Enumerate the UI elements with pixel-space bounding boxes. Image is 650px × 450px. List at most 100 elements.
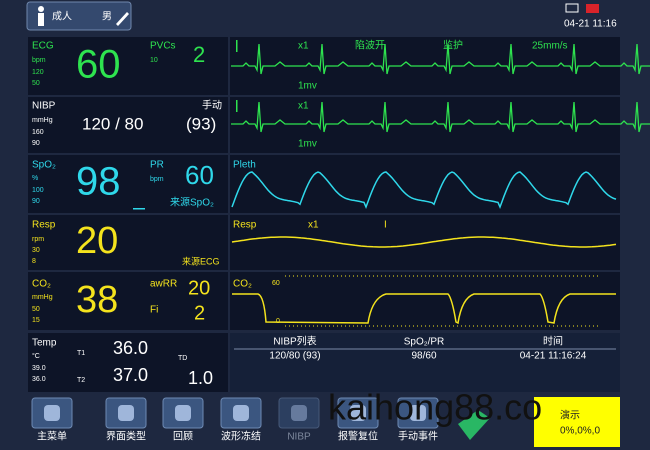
- datetime: 04-21 11:16: [564, 19, 617, 30]
- pleth-label: Pleth: [233, 160, 256, 171]
- ecg-filter: 陷波开: [355, 39, 385, 52]
- pr-unit: bpm: [150, 176, 164, 183]
- alarm-mail-icon: [586, 4, 599, 13]
- perfusion-bar: [133, 208, 145, 210]
- button-label: 手动事件: [398, 430, 438, 443]
- button-icon: [410, 405, 426, 421]
- alarm-lower: 15: [32, 317, 40, 324]
- t2-value: 37.0: [113, 365, 148, 385]
- patient-icon: [38, 13, 44, 26]
- ecg-mode: 监护: [443, 39, 463, 52]
- list-cell: 120/80 (93): [269, 351, 320, 362]
- pvcs-label: PVCs: [150, 41, 176, 52]
- alarm-upper: 30: [32, 247, 40, 254]
- resp-gain: x1: [308, 220, 319, 231]
- pvcs-value: 2: [193, 42, 205, 67]
- resp-source: 来源ECG: [182, 256, 220, 266]
- waveforms: [231, 43, 650, 325]
- fi-label: Fi: [150, 305, 158, 316]
- co2-value: 38: [76, 279, 118, 321]
- pr-label: PR: [150, 160, 164, 171]
- lead-marker: [236, 100, 238, 112]
- t2-label: T2: [77, 377, 85, 384]
- ecg-gain: x1: [298, 41, 309, 52]
- pleth-wave-panel: [230, 155, 620, 213]
- co2-scale-high: 60: [272, 280, 280, 287]
- resp-lead: I: [384, 220, 387, 231]
- ecg-gain: x1: [298, 101, 309, 112]
- nibp-mean: (93): [186, 114, 216, 133]
- param-label: SpO₂: [32, 160, 56, 171]
- nibp-panel: [28, 97, 228, 153]
- awrr-label: awRR: [150, 279, 177, 290]
- alarm-lower: 50: [32, 80, 40, 87]
- t1-value: 36.0: [113, 338, 148, 358]
- co2-trace: [232, 293, 616, 325]
- watermark: kaihong88.co: [328, 387, 542, 428]
- alarm-upper: 100: [32, 187, 44, 194]
- param-unit: °C: [32, 352, 40, 360]
- list-cell: 98/60: [411, 351, 436, 362]
- param-label: Resp: [32, 220, 56, 231]
- patient-gender: 男: [102, 11, 112, 23]
- param-label: ECG: [32, 41, 54, 52]
- alarm-box: [534, 397, 620, 447]
- temp-panel: [28, 333, 228, 392]
- alarm-upper: 160: [32, 129, 44, 136]
- button-label: 报警复位: [338, 430, 378, 443]
- resp-trace: [231, 236, 617, 248]
- nav-arrow[interactable]: [458, 410, 490, 440]
- button-label: 界面类型: [106, 430, 146, 443]
- nibp-value: 120 / 80: [82, 114, 143, 133]
- alarm-upper: 39.0: [32, 365, 46, 372]
- co2-scale-low: 0: [276, 318, 280, 325]
- fi-value: 2: [194, 302, 205, 324]
- param-unit: bpm: [32, 57, 46, 64]
- alarm-upper: 50: [32, 306, 40, 313]
- button-label: NIBP: [287, 432, 311, 443]
- button-icon: [118, 405, 134, 421]
- ecg-trace: [231, 101, 650, 133]
- edit-icon: [116, 12, 129, 26]
- resp-panel: [28, 215, 228, 270]
- pr-source: 来源SpO₂: [170, 196, 214, 209]
- list-header: SpO₂/PR: [404, 337, 445, 348]
- param-unit: rpm: [32, 236, 44, 243]
- alarm-lower: 8: [32, 258, 36, 265]
- list-header: 时间: [543, 335, 563, 348]
- button-icon: [350, 405, 366, 421]
- ecg-speed: 25mm/s: [532, 41, 568, 52]
- spo2-panel: [28, 155, 228, 213]
- toolbar: 主菜单 界面类型 回顾 波形冻结 NIBP 报警复位 手动事件: [31, 397, 439, 443]
- patient-type: 成人: [52, 11, 72, 23]
- spo2-value: 98: [76, 160, 121, 204]
- hr-value: 60: [76, 43, 121, 87]
- ecg-panel: [28, 37, 228, 95]
- nibp-list-panel: [230, 333, 620, 392]
- button-label: 波形冻结: [221, 430, 261, 443]
- button-icon: [233, 405, 249, 421]
- pr-value: 60: [185, 160, 214, 190]
- button-label: 主菜单: [37, 431, 67, 443]
- patient-button[interactable]: [26, 1, 132, 31]
- param-label: CO₂: [32, 279, 51, 290]
- alarm-value: 0%,0%,0: [560, 426, 600, 437]
- lead-marker: [236, 40, 238, 52]
- alarm-lower: 36.0: [32, 376, 46, 383]
- param-label: NIBP: [32, 101, 56, 112]
- alarm-upper: 120: [32, 69, 44, 76]
- awrr-value: 20: [188, 277, 210, 299]
- param-label: Temp: [32, 338, 57, 349]
- td-label: TD: [178, 355, 187, 362]
- nibp-mode: 手动: [202, 99, 222, 112]
- t1-label: T1: [77, 350, 85, 357]
- alarm-title: 演示: [560, 409, 580, 422]
- td-value: 1.0: [188, 368, 213, 388]
- param-unit: mmHg: [32, 294, 53, 301]
- co2-wave-label: CO₂: [233, 279, 252, 290]
- alarm-lower: 90: [32, 140, 40, 147]
- list-header: NIBP列表: [273, 335, 316, 348]
- param-unit: %: [32, 175, 38, 182]
- patient-icon: [38, 6, 44, 12]
